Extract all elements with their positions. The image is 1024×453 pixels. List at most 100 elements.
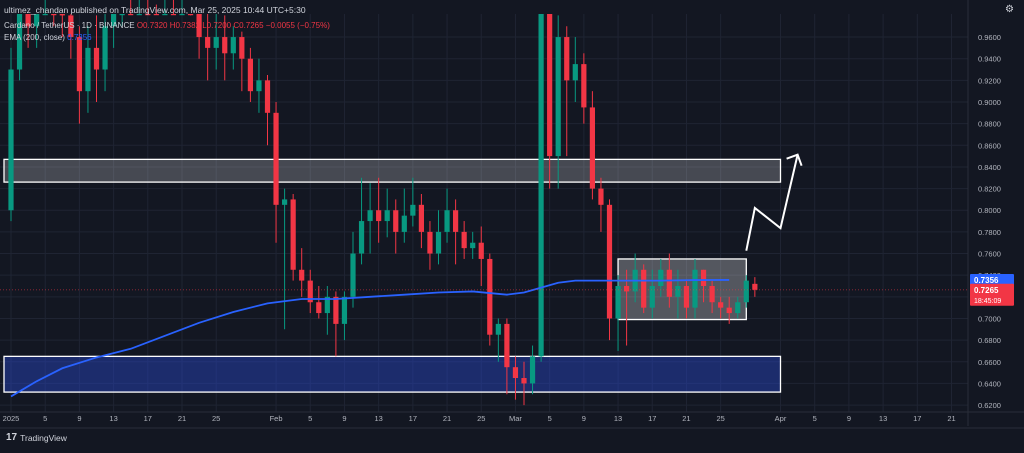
y-axis[interactable]: 0.9600 0.9400 0.9200 0.9000 0.8800 0.8600 0.84… bbox=[970, 33, 1014, 410]
gear-icon[interactable]: ⚙ bbox=[1005, 4, 1014, 15]
candle-body bbox=[572, 64, 578, 81]
candle-body bbox=[153, 14, 159, 16]
last-price-label: 0.7265 bbox=[974, 286, 999, 295]
candle-body bbox=[726, 307, 732, 314]
candle-body bbox=[453, 210, 459, 232]
candle-body bbox=[358, 221, 365, 254]
x-tick-label: 17 bbox=[913, 414, 921, 423]
candle-body bbox=[427, 231, 433, 254]
candle-body bbox=[589, 107, 595, 189]
ema-line bbox=[10, 279, 730, 398]
y-tick-label: 0.6400 bbox=[978, 379, 1001, 388]
candle-body bbox=[282, 199, 288, 205]
candle-body bbox=[512, 367, 519, 379]
ema-price-label: 0.7356 bbox=[974, 276, 999, 285]
candle-body bbox=[290, 199, 296, 270]
candle-body bbox=[59, 14, 65, 16]
overlay bbox=[0, 153, 968, 291]
x-tick-label: 17 bbox=[144, 414, 152, 423]
candle-body bbox=[547, 14, 553, 157]
candle-body bbox=[444, 210, 450, 232]
x-axis[interactable]: 2025 5 9 13 17 21 25 Feb 5 9 13 17 21 25 Mar 5 9 13 17 21 25… bbox=[3, 414, 956, 423]
candle-body bbox=[367, 210, 373, 222]
candle-body bbox=[230, 37, 236, 54]
candle-body bbox=[393, 210, 399, 232]
candle-body bbox=[307, 280, 313, 303]
symbol-line: Cardano / TetherUS · 1D · BINANCE O0.732… bbox=[4, 21, 330, 30]
x-tick-label: 13 bbox=[374, 414, 382, 423]
x-tick-label: 13 bbox=[109, 414, 117, 423]
footer: 17 TradingView bbox=[6, 432, 67, 443]
brand-name: TradingView bbox=[20, 432, 67, 443]
x-tick-label: Apr bbox=[775, 414, 787, 423]
symbol-title[interactable]: Cardano / TetherUS · 1D · BINANCE bbox=[4, 21, 135, 30]
candle-body bbox=[581, 64, 587, 108]
bar-countdown-label: 18:45:09 bbox=[974, 298, 1001, 305]
candle-body bbox=[247, 58, 253, 92]
candle-body bbox=[51, 14, 57, 16]
candle-body bbox=[324, 296, 330, 314]
candle-body bbox=[606, 204, 613, 319]
y-tick-label: 0.6800 bbox=[978, 336, 1001, 345]
candle-body bbox=[461, 231, 467, 249]
candle-body bbox=[666, 269, 672, 297]
candle-body bbox=[8, 69, 14, 211]
x-tick-label: 9 bbox=[847, 414, 851, 423]
x-tick-label: Mar bbox=[509, 414, 522, 423]
candle-body bbox=[564, 37, 570, 81]
candle-body bbox=[170, 14, 177, 16]
candle-body bbox=[641, 269, 647, 308]
arrow-head-icon bbox=[786, 153, 803, 167]
y-tick-label: 0.9600 bbox=[978, 33, 1001, 42]
x-tick-label: Feb bbox=[270, 414, 283, 423]
candle-body bbox=[179, 14, 185, 16]
candle-body bbox=[239, 37, 245, 59]
candle-body bbox=[478, 242, 484, 259]
y-tick-label: 0.8600 bbox=[978, 141, 1001, 150]
x-tick-label: 21 bbox=[443, 414, 451, 423]
candle-body bbox=[187, 14, 194, 16]
x-tick-label: 9 bbox=[77, 414, 81, 423]
candle-body bbox=[222, 37, 228, 54]
ohlc-values: O0.7320 H0.7382 L0.7200 C0.7265 −0.0055 … bbox=[136, 21, 330, 30]
candle-body bbox=[410, 204, 416, 216]
candle-body bbox=[333, 296, 339, 324]
candle-body bbox=[299, 269, 305, 281]
candle-body bbox=[700, 269, 707, 287]
candle-body bbox=[718, 302, 724, 308]
candle-body bbox=[683, 286, 690, 308]
y-tick-label: 0.8000 bbox=[978, 206, 1001, 215]
candle-body bbox=[350, 253, 356, 297]
candle-body bbox=[16, 14, 23, 70]
ema-legend[interactable]: EMA (200, close) 0.7356 bbox=[4, 33, 92, 42]
y-tick-label: 0.6600 bbox=[978, 358, 1001, 367]
zone-box bbox=[3, 158, 782, 183]
candle-body bbox=[401, 215, 407, 232]
y-tick-label: 0.8400 bbox=[978, 163, 1001, 172]
candle-body bbox=[128, 14, 134, 16]
x-tick-label: 25 bbox=[212, 414, 220, 423]
zone-box bbox=[617, 258, 747, 321]
candle-body bbox=[470, 242, 476, 249]
candle-body bbox=[85, 47, 91, 92]
candle-body bbox=[34, 14, 40, 27]
candle-body bbox=[93, 47, 100, 70]
x-tick-label: 21 bbox=[682, 414, 690, 423]
candle-body bbox=[119, 14, 125, 16]
candle-body bbox=[615, 286, 621, 319]
candle-body bbox=[658, 269, 664, 287]
candle-body bbox=[418, 204, 424, 232]
x-tick-label: 5 bbox=[548, 414, 552, 423]
y-tick-label: 0.6200 bbox=[978, 401, 1001, 410]
x-tick-label: 17 bbox=[409, 414, 417, 423]
candle-body bbox=[376, 210, 382, 222]
candle-body bbox=[42, 14, 48, 16]
zone-box bbox=[3, 355, 782, 393]
candle-body bbox=[25, 14, 31, 27]
candle-body bbox=[495, 323, 501, 335]
candle-body bbox=[692, 269, 698, 308]
ema-price-tag bbox=[970, 273, 1014, 286]
